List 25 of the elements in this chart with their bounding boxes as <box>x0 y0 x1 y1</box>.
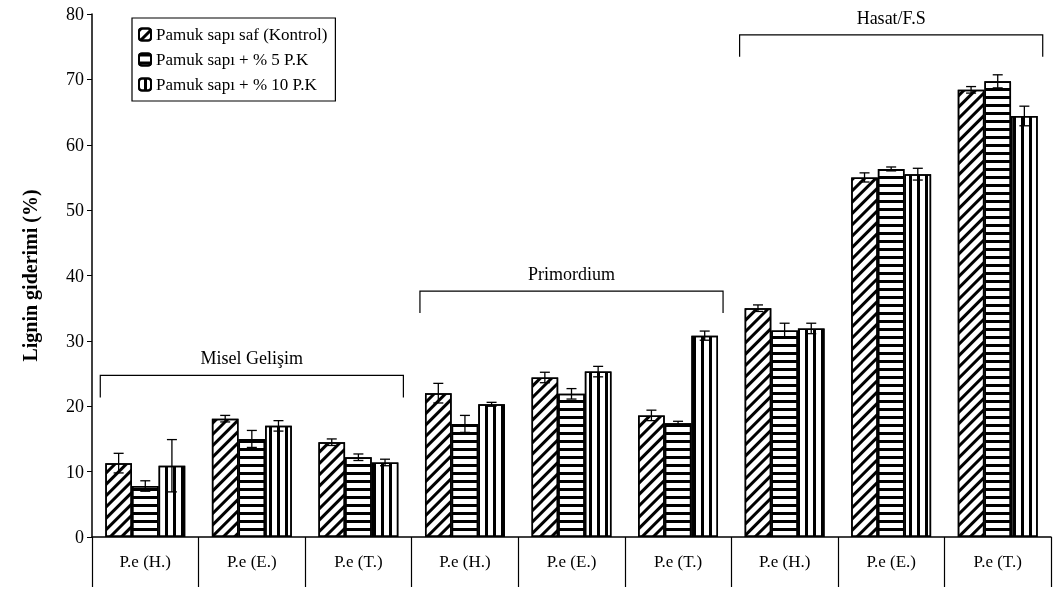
y-tick-label: 50 <box>66 200 84 221</box>
x-tick-label: P.e (E.) <box>546 552 597 571</box>
y-tick-label: 80 <box>66 4 84 24</box>
annotation: Misel Gelişim <box>200 348 304 369</box>
x-tick-label: P.e (H.) <box>758 552 811 571</box>
x-tick-label: P.e (H.) <box>119 552 172 571</box>
y-tick-label: 60 <box>66 134 84 155</box>
y-tick-label: 20 <box>66 396 84 417</box>
x-tick-label: P.e (E.) <box>227 552 277 571</box>
x-tick-label: P.e (T.) <box>653 552 703 571</box>
y-axis-title: Lignin giderimi (%) <box>19 189 42 362</box>
annotation: Hasat/F.S <box>856 7 926 28</box>
annotation: Primordium <box>527 264 616 285</box>
x-tick-label: P.e (T.) <box>973 552 1022 571</box>
y-tick-label: 10 <box>66 461 84 482</box>
legend-label: Pamuk sapı + % 5 P.K <box>156 50 309 69</box>
legend-label: Pamuk sapı saf (Kontrol) <box>156 25 328 44</box>
y-tick-label: 70 <box>66 69 84 90</box>
x-tick-label: P.e (H.) <box>439 552 491 571</box>
legend-label: Pamuk sapı + % 10 P.K <box>156 75 318 94</box>
y-tick-label: 40 <box>66 265 84 286</box>
x-tick-label: P.e (E.) <box>866 552 916 571</box>
y-tick-label: 30 <box>66 330 84 351</box>
x-tick-label: P.e (T.) <box>334 552 383 571</box>
y-tick-label: 0 <box>75 527 84 547</box>
